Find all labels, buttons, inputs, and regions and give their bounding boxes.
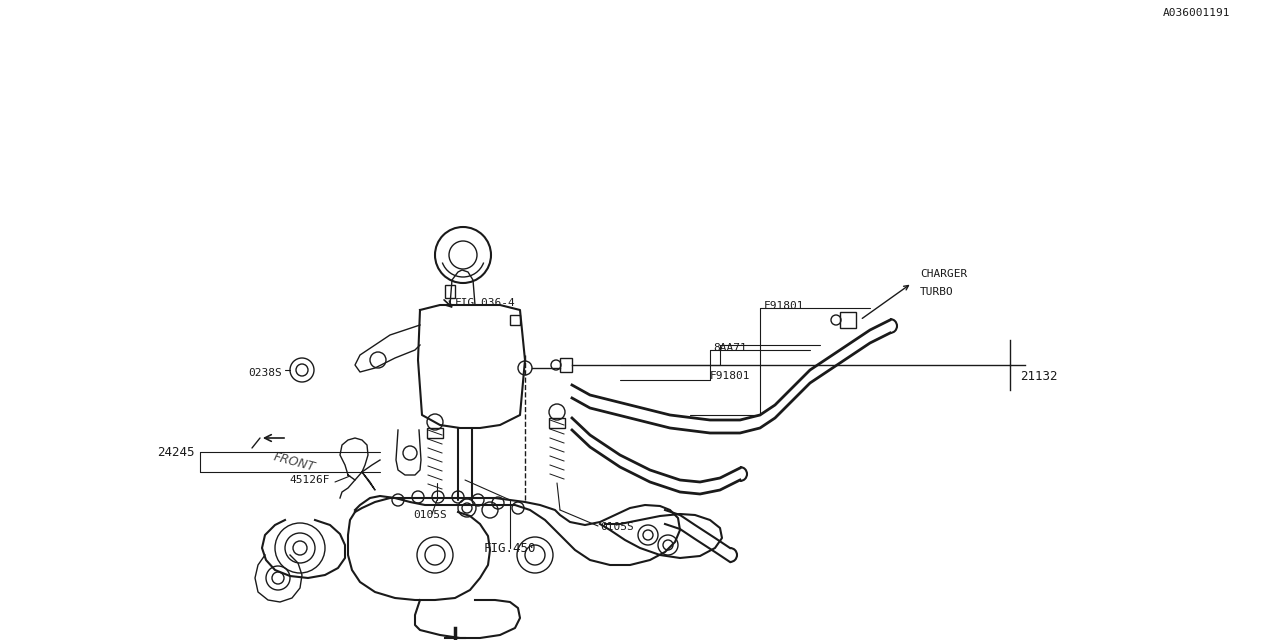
Text: F91801: F91801 (764, 301, 804, 311)
Text: FRONT: FRONT (273, 450, 316, 474)
Text: 45126F: 45126F (289, 475, 330, 485)
Text: F91801: F91801 (709, 371, 750, 381)
Text: 0105S: 0105S (600, 522, 634, 532)
Text: A036001191: A036001191 (1162, 8, 1230, 18)
Text: 24245: 24245 (157, 445, 195, 458)
Text: 0105S: 0105S (413, 510, 447, 520)
Text: 21132: 21132 (1020, 369, 1057, 383)
Text: FIG.450: FIG.450 (484, 542, 536, 555)
Text: 8AA71: 8AA71 (713, 343, 746, 353)
Text: FIG.036-4: FIG.036-4 (454, 298, 516, 308)
Text: CHARGER: CHARGER (920, 269, 968, 279)
Text: TURBO: TURBO (920, 287, 954, 297)
Text: 0238S: 0238S (248, 368, 282, 378)
